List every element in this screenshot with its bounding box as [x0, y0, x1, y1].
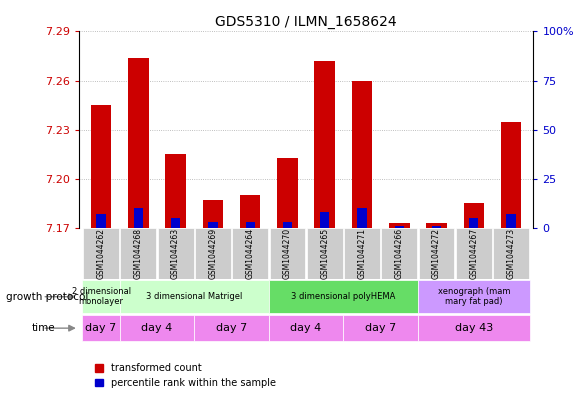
FancyBboxPatch shape	[307, 228, 343, 279]
FancyBboxPatch shape	[419, 228, 454, 279]
FancyBboxPatch shape	[82, 280, 120, 313]
FancyBboxPatch shape	[456, 228, 491, 279]
Legend: transformed count, percentile rank within the sample: transformed count, percentile rank withi…	[95, 363, 276, 388]
Bar	[469, 218, 479, 228]
Bar	[389, 223, 409, 228]
Text: GSM1044264: GSM1044264	[245, 228, 255, 279]
Text: GSM1044272: GSM1044272	[432, 228, 441, 279]
Text: GSM1044266: GSM1044266	[395, 228, 404, 279]
Bar	[128, 58, 149, 228]
FancyBboxPatch shape	[195, 228, 231, 279]
Text: GSM1044262: GSM1044262	[97, 228, 106, 279]
Bar	[507, 214, 516, 228]
Text: GSM1044271: GSM1044271	[357, 228, 367, 279]
Bar	[432, 226, 441, 228]
Bar	[357, 208, 367, 228]
Bar	[134, 208, 143, 228]
Bar	[283, 222, 292, 228]
FancyBboxPatch shape	[418, 280, 530, 313]
FancyBboxPatch shape	[194, 315, 269, 341]
Bar	[203, 200, 223, 228]
Text: 3 dimensional polyHEMA: 3 dimensional polyHEMA	[291, 292, 395, 301]
Text: GSM1044263: GSM1044263	[171, 228, 180, 279]
Title: GDS5310 / ILMN_1658624: GDS5310 / ILMN_1658624	[215, 15, 397, 29]
Text: GSM1044265: GSM1044265	[320, 228, 329, 279]
Bar	[352, 81, 372, 228]
Bar	[501, 121, 521, 228]
FancyBboxPatch shape	[121, 228, 156, 279]
Bar	[166, 154, 186, 228]
Text: day 7: day 7	[86, 323, 117, 333]
Text: 2 dimensional
monolayer: 2 dimensional monolayer	[72, 287, 131, 307]
Text: GSM1044267: GSM1044267	[469, 228, 478, 279]
Bar	[171, 218, 180, 228]
FancyBboxPatch shape	[82, 315, 120, 341]
Text: GSM1044269: GSM1044269	[208, 228, 217, 279]
FancyBboxPatch shape	[493, 228, 529, 279]
Bar	[208, 222, 217, 228]
FancyBboxPatch shape	[158, 228, 194, 279]
Bar	[463, 204, 484, 228]
Bar	[277, 158, 298, 228]
FancyBboxPatch shape	[418, 315, 530, 341]
Bar	[395, 226, 404, 228]
Text: GSM1044273: GSM1044273	[507, 228, 515, 279]
Text: growth protocol: growth protocol	[6, 292, 88, 302]
FancyBboxPatch shape	[120, 315, 194, 341]
Text: day 4: day 4	[290, 323, 322, 333]
Bar	[314, 61, 335, 228]
Bar	[240, 195, 261, 228]
FancyBboxPatch shape	[83, 228, 119, 279]
FancyBboxPatch shape	[269, 315, 343, 341]
Bar	[91, 105, 111, 228]
FancyBboxPatch shape	[232, 228, 268, 279]
Bar	[320, 212, 329, 228]
FancyBboxPatch shape	[269, 280, 418, 313]
Text: GSM1044268: GSM1044268	[134, 228, 143, 279]
Bar	[426, 223, 447, 228]
Text: day 43: day 43	[455, 323, 493, 333]
FancyBboxPatch shape	[120, 280, 269, 313]
Text: xenograph (mam
mary fat pad): xenograph (mam mary fat pad)	[438, 287, 510, 307]
FancyBboxPatch shape	[381, 228, 417, 279]
FancyBboxPatch shape	[344, 228, 380, 279]
Text: day 4: day 4	[141, 323, 173, 333]
Text: 3 dimensional Matrigel: 3 dimensional Matrigel	[146, 292, 243, 301]
Bar	[96, 214, 106, 228]
Text: day 7: day 7	[365, 323, 396, 333]
FancyBboxPatch shape	[269, 228, 305, 279]
Text: day 7: day 7	[216, 323, 247, 333]
Text: time: time	[32, 323, 56, 333]
Text: GSM1044270: GSM1044270	[283, 228, 292, 279]
Bar	[245, 222, 255, 228]
FancyBboxPatch shape	[343, 315, 418, 341]
